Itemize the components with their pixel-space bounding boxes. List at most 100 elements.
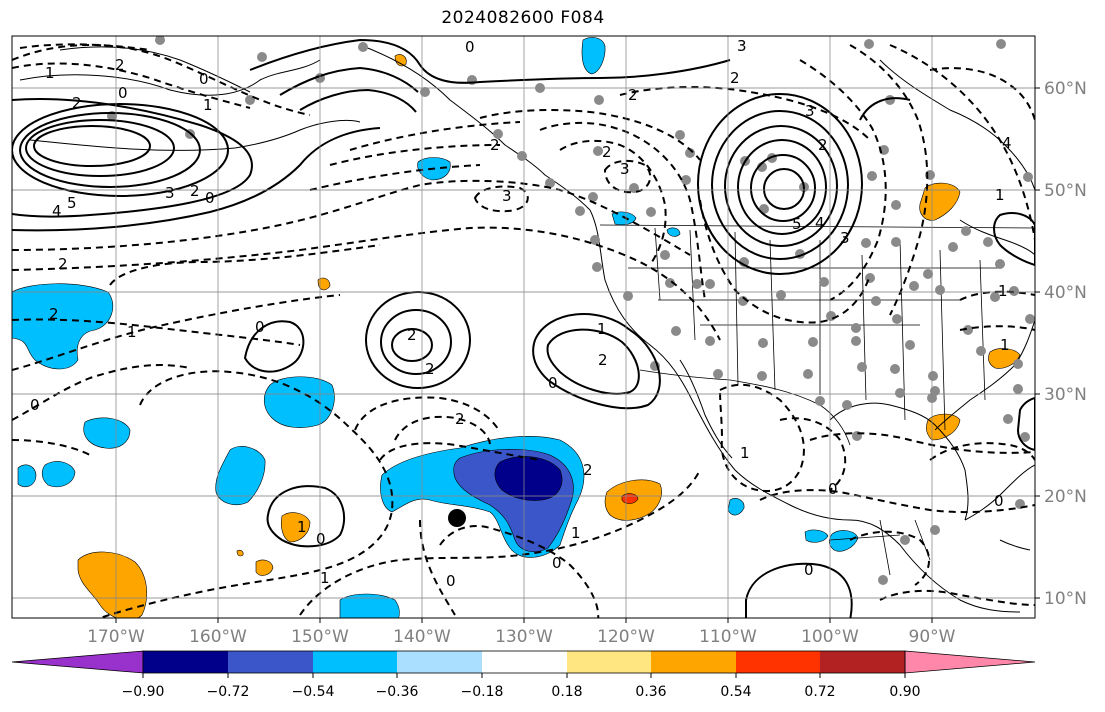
latitude-label: 40°N bbox=[1044, 283, 1087, 303]
contour-label: 3 bbox=[737, 37, 747, 55]
contour-label: 3 bbox=[805, 102, 815, 120]
colorbar-segment bbox=[567, 651, 651, 673]
negative-anomaly-region bbox=[41, 461, 76, 488]
negative-anomaly-region bbox=[828, 530, 859, 552]
positive-anomaly-region bbox=[236, 549, 244, 557]
contour-label: 0 bbox=[465, 38, 475, 56]
contour-label: 0 bbox=[30, 396, 40, 414]
colorbar-tick-label: 0.36 bbox=[635, 684, 666, 700]
negative-anomaly-region bbox=[339, 593, 400, 618]
positive-anomaly-region bbox=[394, 54, 407, 67]
contour-label: 0 bbox=[828, 480, 838, 498]
latitude-labels: 60°N 50°N 40°N 30°N 20°N 10°N bbox=[1044, 79, 1087, 609]
contour-label: 1 bbox=[571, 524, 581, 542]
negative-anomaly-region bbox=[494, 456, 563, 501]
longitude-label: 140°W bbox=[393, 627, 451, 647]
contour-label: 1 bbox=[203, 96, 213, 114]
negative-anomaly-region bbox=[611, 211, 637, 226]
map-title: 2024082600 F084 bbox=[441, 8, 605, 28]
longitude-label: 130°W bbox=[495, 627, 553, 647]
colorbar-tick-label: 0.54 bbox=[720, 684, 751, 700]
positive-anomaly-region bbox=[255, 559, 274, 576]
latitude-label: 60°N bbox=[1044, 79, 1087, 99]
colorbar-extend-min bbox=[11, 650, 144, 674]
negative-anomaly-region bbox=[12, 283, 114, 370]
contour-label: 2 bbox=[115, 56, 125, 74]
latitude-label: 50°N bbox=[1044, 181, 1087, 201]
colorbar-tick-label: −0.90 bbox=[122, 684, 165, 700]
contour-label: 2 bbox=[602, 143, 612, 161]
contour-label: 2 bbox=[730, 69, 740, 87]
negative-anomaly-region bbox=[666, 227, 681, 237]
contour-label: 0 bbox=[255, 318, 265, 336]
colorbar-tick-label: 0.72 bbox=[804, 684, 835, 700]
positive-contours bbox=[12, 38, 1035, 618]
colorbar-tick-label: 0.18 bbox=[551, 684, 582, 700]
negative-anomaly-region bbox=[83, 417, 131, 449]
map-panel: 0 3 2 1 2 0 0 2 2 3 1 2 5 4 3 2 0 3 3 2 … bbox=[12, 36, 1035, 618]
axis-ticks bbox=[115, 87, 1040, 623]
positive-anomaly-region bbox=[280, 512, 311, 543]
contour-label: 2 bbox=[598, 351, 608, 369]
colorbar-tick-label: −0.72 bbox=[207, 684, 250, 700]
longitude-label: 160°W bbox=[189, 627, 247, 647]
coastlines bbox=[19, 44, 1035, 613]
negative-anomaly-region bbox=[215, 446, 266, 505]
contour-label: 3 bbox=[165, 184, 175, 202]
contour-label: 5 bbox=[792, 215, 802, 233]
colorbar-segment bbox=[143, 651, 228, 673]
contour-label: 1 bbox=[127, 323, 137, 341]
longitude-labels: 170°W 160°W 150°W 140°W 130°W 120°W 110°… bbox=[87, 627, 956, 647]
negative-anomaly-region bbox=[17, 464, 37, 487]
contour-label: 0 bbox=[205, 189, 215, 207]
contour-label: 5 bbox=[67, 194, 77, 212]
latitude-label: 10°N bbox=[1044, 589, 1087, 609]
contour-label: 1 bbox=[45, 64, 55, 82]
station-markers bbox=[107, 36, 1035, 585]
contour-label: 2 bbox=[72, 94, 82, 112]
colorbar-tick-label: 0.90 bbox=[889, 684, 920, 700]
colorbar: −0.90 −0.72 −0.54 −0.36 −0.18 0.18 0.36 … bbox=[11, 650, 1036, 700]
colorbar-segment bbox=[228, 651, 313, 673]
contour-label: 2 bbox=[407, 326, 417, 344]
contour-label: 0 bbox=[118, 84, 128, 102]
longitude-label: 120°W bbox=[597, 627, 655, 647]
contour-label: 1 bbox=[995, 186, 1005, 204]
graticule bbox=[12, 36, 1035, 618]
colorbar-segment bbox=[482, 651, 567, 673]
colorbar-tick-label: −0.54 bbox=[292, 684, 335, 700]
negative-contours bbox=[12, 43, 1035, 618]
contour-label: 1 bbox=[740, 444, 750, 462]
negative-anomaly-region bbox=[581, 37, 606, 75]
contour-label: 2 bbox=[425, 360, 435, 378]
longitude-label: 170°W bbox=[87, 627, 145, 647]
contour-label: 4 bbox=[52, 202, 62, 220]
contour-label: 2 bbox=[58, 255, 68, 273]
contour-label: 2 bbox=[628, 86, 638, 104]
contour-label: 0 bbox=[548, 374, 558, 392]
contour-label: 0 bbox=[552, 554, 562, 572]
colorbar-extend-max bbox=[904, 650, 1036, 674]
positive-anomaly-region bbox=[988, 348, 1021, 369]
positive-anomaly-region bbox=[77, 551, 148, 618]
colorbar-segment bbox=[313, 651, 397, 673]
contour-label: 3 bbox=[502, 187, 512, 205]
contour-label: 0 bbox=[446, 572, 456, 590]
contour-label: 0 bbox=[316, 530, 326, 548]
contour-label: 4 bbox=[1002, 134, 1012, 152]
storm-center-marker bbox=[448, 509, 466, 527]
contour-label: 1 bbox=[998, 282, 1008, 300]
longitude-label: 150°W bbox=[291, 627, 349, 647]
latitude-label: 30°N bbox=[1044, 385, 1087, 405]
negative-anomaly-region bbox=[727, 498, 745, 516]
longitude-label: 110°W bbox=[699, 627, 757, 647]
negative-anomaly-region bbox=[804, 529, 829, 543]
contour-label: 4 bbox=[815, 214, 825, 232]
negative-anomaly-region bbox=[263, 376, 335, 428]
colorbar-tick-label: −0.18 bbox=[461, 684, 504, 700]
anomaly-shading bbox=[12, 37, 1021, 618]
contour-label: 1 bbox=[1000, 336, 1010, 354]
contour-label: 0 bbox=[804, 561, 814, 579]
contour-label: 2 bbox=[490, 136, 500, 154]
colorbar-segment bbox=[397, 651, 482, 673]
